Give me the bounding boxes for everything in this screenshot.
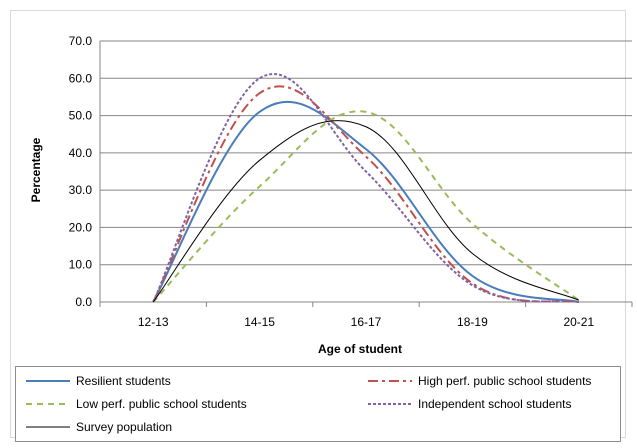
y-tick-labels: 0.0 10.0 20.0 30.0 40.0 50.0 60.0 70.0 [69, 34, 93, 309]
legend-label: Survey population [76, 420, 173, 434]
y-tick-label: 60.0 [69, 71, 93, 85]
legend-label: High perf. public school students [418, 374, 592, 388]
y-tick-label: 30.0 [69, 183, 93, 197]
legend-item: Resilient students [24, 371, 171, 391]
legend-swatch [368, 380, 412, 382]
series-line-3 [152, 73, 579, 303]
legend-swatch [26, 380, 70, 382]
series-line-0 [152, 100, 580, 303]
legend-item: Low perf. public school students [24, 394, 247, 414]
y-tick-label: 20.0 [69, 220, 93, 234]
y-tick-label: 70.0 [69, 34, 93, 48]
x-tick-label: 20-21 [563, 315, 594, 329]
legend-swatch [26, 403, 70, 405]
legend-label: Independent school students [418, 397, 572, 411]
y-tick-label: 0.0 [75, 295, 92, 309]
chart-legend: Resilient students High perf. public scho… [15, 366, 621, 442]
series-line-1 [152, 85, 579, 303]
x-tick-label: 12-13 [138, 315, 169, 329]
y-tick-label: 10.0 [69, 258, 93, 272]
x-tick-label: 16-17 [351, 315, 382, 329]
x-axis-label: Age of student [318, 342, 402, 356]
legend-label: Low perf. public school students [76, 397, 247, 411]
series-line-4 [152, 119, 580, 303]
y-tick-label: 40.0 [69, 146, 93, 160]
legend-item: Independent school students [366, 394, 571, 414]
legend-item: High perf. public school students [366, 371, 591, 391]
legend-label: Resilient students [76, 374, 171, 388]
x-tick-label: 14-15 [244, 315, 275, 329]
legend-swatch [26, 426, 70, 428]
series-line-2 [152, 110, 580, 303]
series-lines [152, 73, 580, 303]
y-axis-label: Percentage [29, 137, 43, 202]
grid-lines [99, 40, 633, 307]
x-tick-labels: 12-13 14-15 16-17 18-19 20-21 [138, 315, 595, 329]
legend-item: Survey population [24, 417, 172, 437]
x-tick-label: 18-19 [457, 315, 488, 329]
legend-swatch [368, 403, 412, 405]
y-tick-label: 50.0 [69, 109, 93, 123]
